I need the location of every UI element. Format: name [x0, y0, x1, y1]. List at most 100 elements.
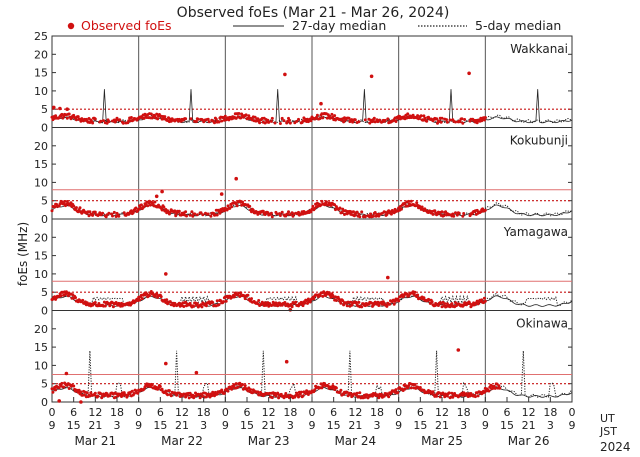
- observed-point: [74, 296, 77, 300]
- observed-point: [435, 394, 439, 398]
- observed-point: [213, 121, 216, 125]
- ut-tick-label: 12: [348, 406, 362, 419]
- observed-point: [480, 298, 484, 302]
- observed-point: [392, 302, 396, 306]
- observed-point: [237, 112, 241, 115]
- jst-tick-label: 15: [500, 419, 514, 432]
- observed-point: [88, 210, 92, 214]
- observed-point: [431, 212, 435, 216]
- observed-point: [363, 395, 367, 399]
- day-label: Mar 24: [334, 434, 376, 448]
- observed-point: [148, 203, 152, 207]
- observed-point: [353, 118, 357, 122]
- observed-point: [407, 199, 411, 203]
- observed-point: [72, 384, 76, 388]
- observed-point: [278, 122, 282, 125]
- observed-point: [193, 212, 197, 216]
- observed-point: [373, 211, 377, 214]
- observed-point: [93, 391, 97, 395]
- observed-point: [324, 200, 328, 204]
- observed-point: [372, 116, 376, 120]
- observed-outlier: [164, 361, 168, 366]
- observed-point: [58, 202, 62, 206]
- observed-point: [163, 115, 167, 119]
- observed-outlier: [154, 194, 159, 199]
- observed-outlier: [284, 359, 289, 364]
- observed-point: [91, 213, 95, 217]
- observed-point: [142, 116, 146, 120]
- observed-point: [50, 209, 54, 213]
- observed-point: [89, 391, 93, 395]
- observed-point: [158, 385, 162, 388]
- observed-point: [311, 204, 315, 208]
- jst-tick-label: 21: [348, 419, 362, 432]
- observed-point: [421, 118, 425, 122]
- observed-point: [223, 114, 227, 118]
- observed-points-okinawa: [50, 348, 502, 404]
- observed-point: [291, 214, 295, 218]
- y-tick-label: 25: [34, 30, 48, 43]
- observed-point: [457, 211, 461, 215]
- observed-point: [425, 119, 429, 123]
- observed-point: [72, 204, 76, 208]
- observed-point: [482, 118, 486, 122]
- observed-point: [447, 391, 451, 395]
- observed-point: [184, 117, 188, 121]
- ut-tick-label: 0: [395, 406, 402, 419]
- observed-point: [355, 391, 359, 395]
- observed-point: [320, 199, 324, 203]
- observed-point: [139, 203, 143, 207]
- observed-point: [327, 291, 331, 295]
- y-tick-label: 0: [41, 305, 48, 318]
- observed-outlier: [369, 74, 374, 79]
- observed-point: [155, 292, 159, 296]
- observed-point: [416, 114, 420, 118]
- observed-point: [295, 119, 299, 123]
- jst-tick-label: 3: [200, 419, 207, 432]
- observed-point: [473, 395, 477, 399]
- observed-point: [369, 212, 373, 216]
- panel-kokubunji: 0 5 10 15 20 Kokubunji: [34, 127, 573, 226]
- observed-point: [358, 391, 362, 395]
- observed-point: [357, 212, 361, 216]
- observed-point: [111, 305, 115, 309]
- observed-point: [99, 119, 103, 123]
- y-tick-label: 5: [41, 378, 48, 391]
- ut-tick-label: 12: [88, 406, 102, 419]
- ut-tick-label: 0: [309, 406, 316, 419]
- observed-point: [160, 387, 164, 391]
- observed-point: [406, 204, 410, 208]
- observed-point: [377, 304, 381, 307]
- observed-point: [413, 290, 417, 294]
- observed-point: [385, 304, 389, 308]
- observed-point: [405, 292, 409, 296]
- observed-point: [454, 211, 457, 215]
- observed-point: [319, 382, 323, 386]
- observed-outlier: [386, 275, 390, 280]
- observed-point: [383, 210, 387, 214]
- ut-tick-label: 6: [330, 406, 337, 419]
- ut-tick-label: 6: [504, 406, 511, 419]
- observed-point: [415, 201, 419, 205]
- observed-point: [439, 120, 443, 124]
- observed-point: [454, 120, 457, 124]
- observed-point: [321, 294, 325, 298]
- observed-point: [397, 299, 401, 303]
- observed-point: [138, 298, 142, 302]
- observed-point: [416, 293, 420, 297]
- observed-point: [250, 391, 254, 395]
- day-label: Mar 21: [74, 434, 116, 448]
- observed-point: [334, 299, 338, 302]
- observed-point: [274, 301, 278, 305]
- observed-point: [160, 208, 164, 212]
- observed-point: [134, 206, 138, 210]
- observed-point: [190, 210, 194, 214]
- observed-point: [448, 118, 452, 122]
- observed-point: [78, 206, 82, 210]
- day-label: Mar 25: [421, 434, 463, 448]
- observed-points-wakkanai: [50, 71, 487, 125]
- observed-point: [323, 382, 327, 386]
- observed-point: [257, 299, 261, 302]
- observed-outlier: [467, 71, 471, 76]
- observed-point: [270, 215, 274, 219]
